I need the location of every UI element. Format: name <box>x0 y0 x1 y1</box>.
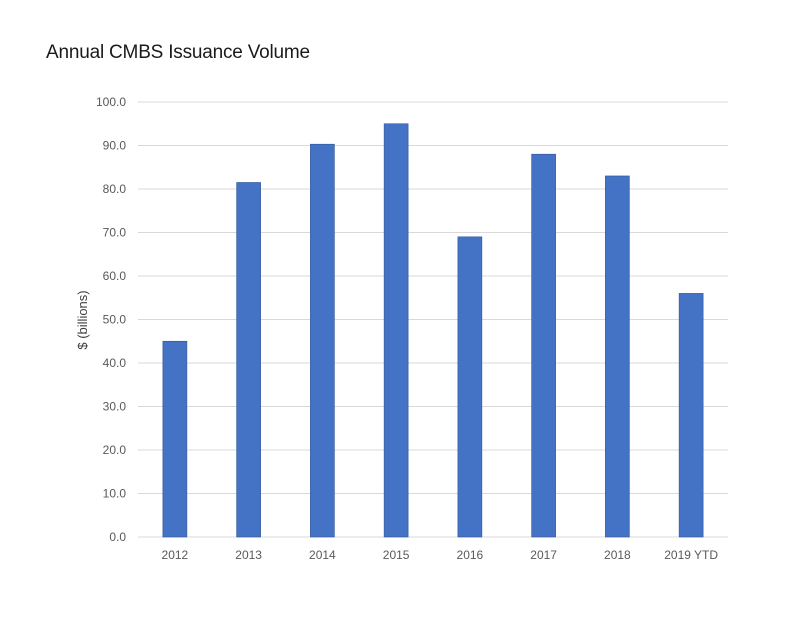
y-tick-label: 30.0 <box>103 400 127 414</box>
bar-2012 <box>162 340 188 538</box>
y-tick-label: 60.0 <box>103 269 127 283</box>
y-tick-label: 70.0 <box>103 226 127 240</box>
x-tick-label: 2018 <box>604 548 631 562</box>
bar-2017 <box>531 153 556 538</box>
y-tick-labels: 0.0 10.0 20.0 30.0 40.0 50.0 60.0 70.0 80.0 90.0 1… <box>96 95 126 544</box>
bar-2013 <box>236 182 261 538</box>
chart-title: Annual CMBS Issuance Volume <box>46 42 310 63</box>
bars <box>162 123 704 538</box>
bar-2015 <box>383 123 409 538</box>
x-tick-label: 2017 <box>530 548 557 562</box>
bar-2019-ytd <box>678 293 704 538</box>
x-tick-label: 2012 <box>162 548 189 562</box>
y-tick-label: 0.0 <box>109 530 126 544</box>
bar-2014 <box>310 143 335 538</box>
y-tick-label: 100.0 <box>96 95 126 109</box>
x-tick-label: 2016 <box>457 548 484 562</box>
x-tick-label: 2013 <box>235 548 262 562</box>
y-tick-label: 40.0 <box>103 356 127 370</box>
y-tick-label: 50.0 <box>103 313 127 327</box>
y-tick-label: 80.0 <box>103 182 127 196</box>
y-tick-label: 90.0 <box>103 139 127 153</box>
bar-2016 <box>457 236 483 538</box>
x-tick-label: 2015 <box>383 548 410 562</box>
gridlines <box>138 101 728 538</box>
bar-2018 <box>605 175 630 538</box>
x-tick-labels: 2012 2013 2014 2015 2016 2017 2018 2019 YTD <box>162 548 719 562</box>
y-tick-label: 20.0 <box>103 443 127 457</box>
x-tick-label: 2019 YTD <box>664 548 718 562</box>
x-tick-label: 2014 <box>309 548 336 562</box>
y-tick-label: 10.0 <box>103 487 127 501</box>
y-axis-label: $ (billions) <box>75 290 90 349</box>
